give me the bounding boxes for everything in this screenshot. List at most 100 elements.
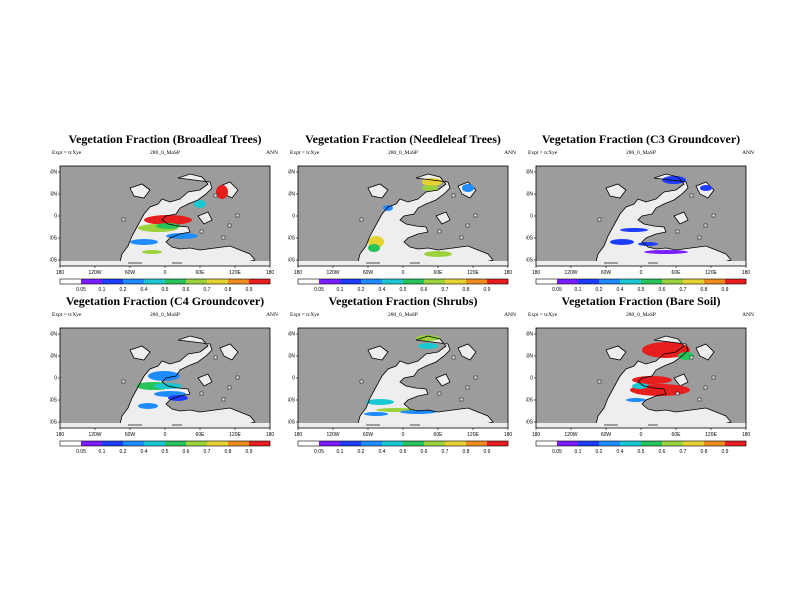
map-content (536, 335, 746, 428)
lat-tick-label: 60S (526, 420, 534, 426)
lat-tick-label: 60S (288, 420, 296, 426)
small-island (451, 355, 456, 360)
vegetation-patch (462, 184, 474, 192)
lon-tick-label: 0 (164, 432, 167, 438)
lon-tick-label: 180 (266, 270, 275, 276)
shelf-gap (604, 424, 618, 426)
vegetation-patch (416, 335, 440, 341)
lat-tick-label: 40N (288, 354, 295, 360)
lon-tick-label: 60W (601, 432, 612, 438)
colorbar-segment (599, 279, 621, 284)
colorbar-tick-label: 0.1 (99, 449, 106, 455)
colorbar-tick-label: 0.7 (204, 449, 211, 455)
small-island (675, 229, 680, 234)
colorbar-tick-label: 0.7 (680, 449, 687, 455)
small-island (227, 385, 232, 390)
colorbar-segment (662, 441, 684, 446)
map-content (60, 335, 270, 428)
colorbar-tick-label: 0.5 (638, 449, 645, 455)
panel-needleleaf-trees: Vegetation Fraction (Needleleaf Trees) E… (288, 132, 518, 302)
lon-tick-label: 60W (125, 270, 136, 276)
lon-tick-label: 180 (742, 432, 751, 438)
colorbar-tick-label: 0.05 (314, 287, 324, 293)
vegetation-patch (422, 178, 442, 186)
lon-tick-label: 60W (363, 432, 374, 438)
small-island (235, 213, 240, 218)
colorbar-tick-label: 0.1 (575, 449, 582, 455)
colorbar-tick-label: 0.4 (141, 449, 148, 455)
small-island (473, 213, 478, 218)
lon-tick-label: 120E (467, 270, 479, 276)
lon-tick-label: 60E (672, 432, 682, 438)
lat-tick-label: 60N (50, 170, 57, 176)
coastline (595, 335, 732, 427)
vegetation-patch (626, 398, 646, 402)
vegetation-map-c3-groundcover: 180 120W 60W 0 60E 120E 180 60N 40N 0 40S 60S 0.05 0.… (526, 165, 750, 293)
colorbar-segment (641, 441, 663, 446)
colorbar-tick-label: 0.8 (463, 287, 470, 293)
panel-title: Vegetation Fraction (Broadleaf Trees) (68, 132, 262, 146)
panel-c3-groundcover: Vegetation Fraction (C3 Groundcover) Exp… (526, 132, 756, 302)
colorbar-segment (123, 441, 145, 446)
colorbar-tick-label: 0.4 (141, 287, 148, 293)
colorbar-segment (123, 279, 145, 284)
small-island (221, 397, 226, 402)
colorbar-tick-label: 0.1 (575, 287, 582, 293)
lon-tick-label: 60W (601, 270, 612, 276)
colorbar-tick-label: 0.7 (442, 287, 449, 293)
vegetation-patch (130, 239, 158, 245)
small-island (697, 397, 702, 402)
colorbar-frame (59, 278, 271, 285)
lon-tick-label: 180 (294, 432, 303, 438)
colorbar-segment (704, 279, 726, 284)
colorbar-tick-label: 0.7 (680, 287, 687, 293)
colorbar-segment (620, 441, 642, 446)
coastline (357, 335, 494, 427)
shelf-gap (410, 262, 420, 264)
colorbar-segment (424, 279, 446, 284)
colorbar-tick-label: 0.6 (183, 449, 190, 455)
lon-tick-label: 120E (229, 270, 241, 276)
colorbar-segment (298, 441, 320, 446)
colorbar-segment (536, 279, 558, 284)
colorbar-tick-label: 0.5 (162, 287, 169, 293)
shelf-gap (366, 424, 380, 426)
colorbar-tick-label: 0.4 (617, 287, 624, 293)
panel-shrubs: Vegetation Fraction (Shrubs) Expt = tcXy… (288, 294, 518, 464)
lon-tick-label: 180 (56, 270, 65, 276)
colorbar-segment (557, 441, 579, 446)
colorbar-tick-label: 0.6 (421, 287, 428, 293)
colorbar-segment (466, 441, 488, 446)
colorbar-segment (340, 279, 362, 284)
map-content (298, 335, 508, 428)
lat-tick-label: 40N (526, 192, 533, 198)
map-content (298, 173, 508, 266)
island (673, 373, 689, 387)
colorbar-tick-label: 0.9 (484, 449, 491, 455)
lat-tick-label: 40S (526, 236, 534, 242)
colorbar-segment (144, 279, 166, 284)
lat-tick-label: 60S (50, 420, 58, 426)
lat-tick-label: 60N (288, 332, 295, 338)
small-island (459, 235, 464, 240)
colorbar-frame (297, 278, 509, 285)
colorbar-segment (207, 441, 229, 446)
lon-tick-label: 60E (196, 432, 206, 438)
lon-tick-label: 120E (705, 432, 717, 438)
vegetation-patch (644, 250, 688, 254)
shelf-gap (128, 424, 142, 426)
lon-tick-label: 120W (326, 432, 339, 438)
colorbar-segment (445, 441, 467, 446)
lon-tick-label: 120W (88, 270, 101, 276)
expt-label: Expt = tcXye (52, 150, 82, 156)
colorbar-segment (340, 441, 362, 446)
polar-land-band (536, 261, 746, 266)
colorbar-tick-label: 0.4 (379, 287, 386, 293)
lat-tick-label: 60S (50, 258, 58, 264)
colorbar-tick-label: 0.5 (400, 287, 407, 293)
lon-tick-label: 0 (402, 432, 405, 438)
colorbar-tick-label: 0.7 (442, 449, 449, 455)
colorbar-tick-label: 0.2 (596, 287, 603, 293)
vegetation-patch (194, 200, 206, 208)
colorbar-tick-label: 0.2 (596, 449, 603, 455)
